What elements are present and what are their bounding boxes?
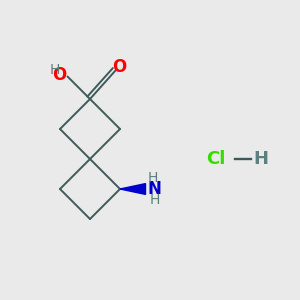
Text: H: H — [50, 63, 60, 77]
Text: Cl: Cl — [206, 150, 226, 168]
Text: N: N — [148, 180, 161, 198]
Text: H: H — [148, 171, 158, 184]
Text: O: O — [112, 58, 127, 76]
Polygon shape — [120, 184, 146, 194]
Text: H: H — [253, 150, 268, 168]
Text: H: H — [149, 194, 160, 207]
Text: O: O — [52, 66, 66, 84]
